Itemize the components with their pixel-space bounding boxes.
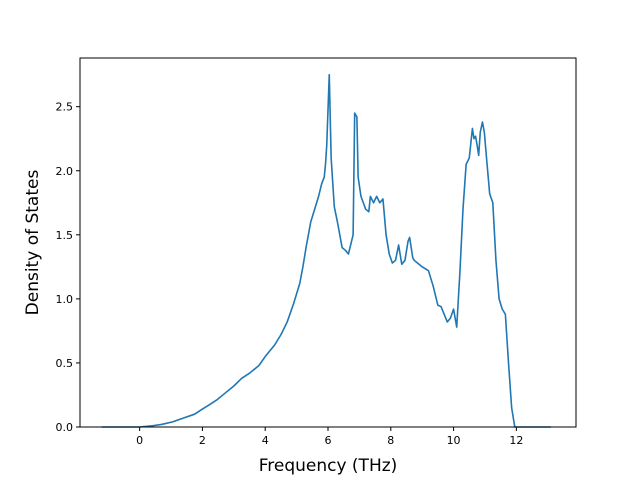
plot-area-frame [79, 57, 577, 428]
x-tick-label: 10 [447, 434, 461, 447]
series-layer [101, 73, 551, 428]
x-axis-label: Frequency (THz) [259, 456, 398, 476]
x-tick-label: 4 [262, 434, 269, 447]
x-tick-label: 8 [387, 434, 394, 447]
y-tick-label: 0.0 [56, 421, 74, 434]
x-tick-label: 6 [325, 434, 332, 447]
x-tick-label: 2 [199, 434, 206, 447]
y-tick-label: 0.5 [56, 357, 74, 370]
y-tick-label: 1.0 [56, 293, 74, 306]
dos-series-line [101, 73, 551, 428]
y-tick-label: 2.0 [56, 165, 74, 178]
y-tick-label: 2.5 [56, 101, 74, 114]
y-tick-label: 1.5 [56, 229, 74, 242]
x-tick-label: 12 [509, 434, 523, 447]
y-axis-label: Density of States [23, 170, 43, 316]
ticks-layer: 0 2 4 6 8 10 12 0.0 0.5 1.0 1.5 2.0 2.5 [56, 101, 524, 447]
x-tick-label: 0 [136, 434, 143, 447]
